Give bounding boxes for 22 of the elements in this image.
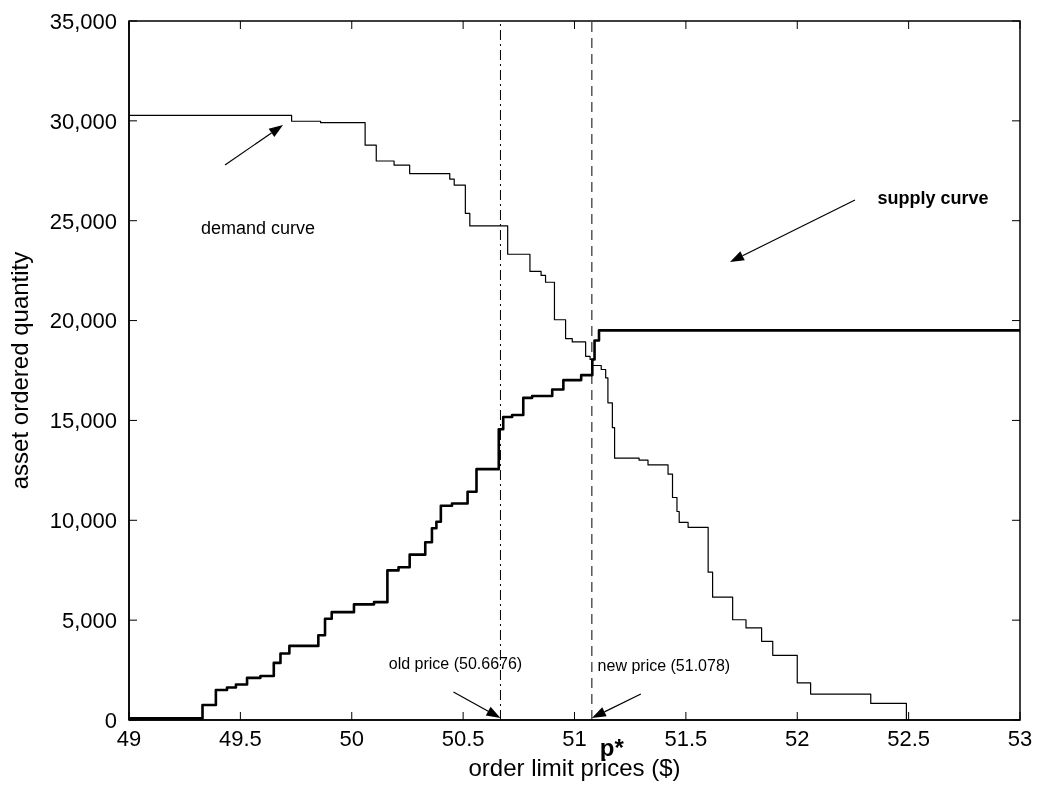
x-tick-label: 49.5 <box>218 725 262 751</box>
x-tick-label: 50 <box>339 725 364 751</box>
x-tick-label: 51 <box>562 725 587 751</box>
annotation: demand curve <box>200 218 316 238</box>
x-tick-label: 50.5 <box>441 725 485 751</box>
y-axis-title: asset ordered quantity <box>6 251 33 490</box>
ref-line-label: new price (51.078) <box>597 657 731 674</box>
y-tick-label: 5,000 <box>61 607 117 633</box>
y-tick-label: 30,000 <box>49 108 117 134</box>
ref-line-label: old price (50.6676) <box>388 655 523 672</box>
y-tick-label: 20,000 <box>49 308 117 334</box>
x-tick-label: 52 <box>785 725 810 751</box>
y-tick-label: 35,000 <box>49 8 117 34</box>
annotation: supply curve <box>877 188 989 208</box>
y-tick-label: 15,000 <box>49 408 117 434</box>
x-tick-label: 51.5 <box>664 725 708 751</box>
x-tick-label: 53 <box>1007 725 1033 751</box>
y-tick-label: 0 <box>104 707 117 733</box>
x-tick-label: 52.5 <box>887 725 931 751</box>
y-tick-label: 25,000 <box>49 208 117 234</box>
x-tick-label: 49 <box>116 725 142 751</box>
y-tick-label: 10,000 <box>49 508 117 534</box>
